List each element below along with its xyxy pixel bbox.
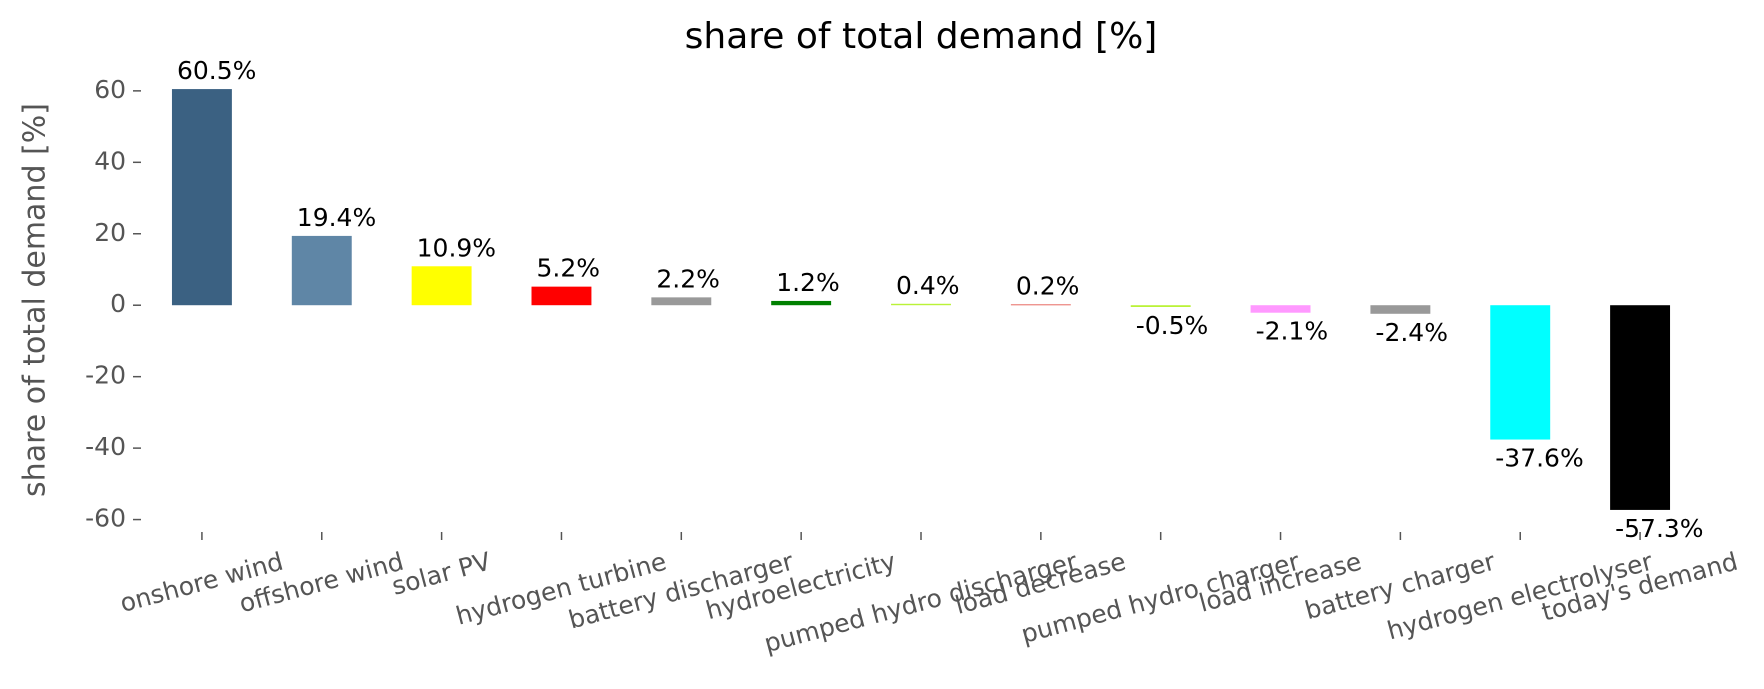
bar: [171, 89, 232, 306]
value-label: -2.4%: [1375, 318, 1448, 347]
value-label: -37.6%: [1495, 444, 1583, 473]
bar: [891, 303, 951, 306]
value-label: -57.3%: [1615, 514, 1703, 543]
bar: [411, 266, 472, 306]
value-label: 60.5%: [177, 56, 256, 85]
bar: [1370, 305, 1431, 314]
bar: [531, 286, 592, 306]
bar: [291, 235, 352, 306]
bar: [1130, 305, 1191, 308]
y-tick-label: -40: [85, 432, 126, 461]
value-label: 0.4%: [896, 271, 960, 300]
value-label: -2.1%: [1256, 317, 1329, 346]
bar: [651, 297, 712, 306]
bar: [1610, 305, 1671, 510]
y-tick-label: 20: [94, 218, 126, 247]
y-tick-label: 40: [94, 146, 126, 175]
bar: [771, 300, 832, 306]
value-label: 2.2%: [656, 264, 720, 293]
value-label: 5.2%: [537, 254, 601, 283]
value-label: -0.5%: [1136, 311, 1209, 340]
value-label: 1.2%: [776, 268, 840, 297]
y-tick-label: -20: [85, 361, 126, 390]
y-tick-label: 0: [110, 289, 126, 318]
chart-title: share of total demand [%]: [685, 16, 1158, 57]
y-axis-label: share of total demand [%]: [18, 103, 53, 497]
y-tick-label: -60: [85, 504, 126, 533]
x-tick-label: solar PV: [389, 547, 494, 601]
bar: [1250, 305, 1311, 313]
bar: [1490, 305, 1551, 440]
y-tick-label: 60: [94, 75, 126, 104]
value-label: 0.2%: [1016, 272, 1080, 301]
value-label: 19.4%: [297, 203, 376, 232]
bar: [1010, 304, 1071, 306]
value-label: 10.9%: [417, 233, 496, 262]
